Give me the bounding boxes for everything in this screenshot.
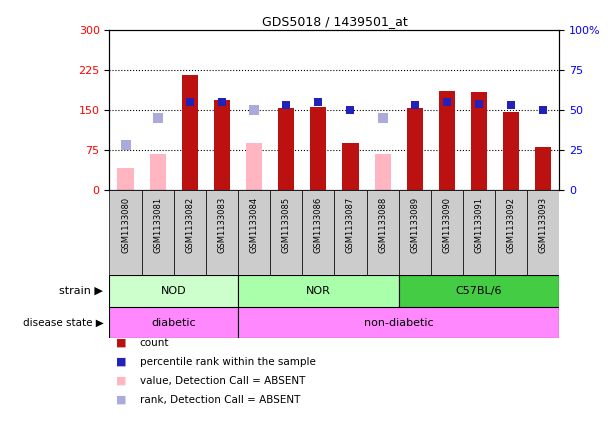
Title: GDS5018 / 1439501_at: GDS5018 / 1439501_at bbox=[261, 16, 407, 28]
Bar bbox=[375, 154, 391, 190]
Text: NOD: NOD bbox=[161, 286, 187, 296]
Text: GSM1133084: GSM1133084 bbox=[249, 197, 258, 253]
Text: non-diabetic: non-diabetic bbox=[364, 318, 434, 327]
Bar bbox=[109, 275, 238, 307]
Text: rank, Detection Call = ABSENT: rank, Detection Call = ABSENT bbox=[140, 395, 300, 405]
Bar bbox=[150, 154, 165, 190]
Bar bbox=[527, 190, 559, 275]
Text: strain ▶: strain ▶ bbox=[60, 286, 103, 296]
Bar bbox=[206, 190, 238, 275]
Bar bbox=[238, 307, 559, 338]
Bar bbox=[182, 75, 198, 190]
Bar bbox=[174, 190, 206, 275]
Bar bbox=[503, 112, 519, 190]
Text: GSM1133085: GSM1133085 bbox=[282, 197, 291, 253]
Bar bbox=[399, 190, 431, 275]
Text: disease state ▶: disease state ▶ bbox=[22, 318, 103, 327]
Bar bbox=[495, 190, 527, 275]
Bar bbox=[367, 190, 399, 275]
Bar bbox=[142, 190, 174, 275]
Text: GSM1133087: GSM1133087 bbox=[346, 197, 355, 253]
Text: GSM1133089: GSM1133089 bbox=[410, 197, 420, 253]
Bar bbox=[535, 148, 551, 190]
Text: GSM1133090: GSM1133090 bbox=[443, 197, 451, 253]
Bar bbox=[109, 307, 238, 338]
Text: GSM1133081: GSM1133081 bbox=[153, 197, 162, 253]
Text: NOR: NOR bbox=[306, 286, 331, 296]
Text: GSM1133080: GSM1133080 bbox=[121, 197, 130, 253]
Text: diabetic: diabetic bbox=[151, 318, 196, 327]
Text: ■: ■ bbox=[116, 376, 126, 386]
Text: C57BL/6: C57BL/6 bbox=[456, 286, 502, 296]
Bar bbox=[399, 275, 559, 307]
Bar bbox=[407, 108, 423, 190]
Text: GSM1133082: GSM1133082 bbox=[185, 197, 195, 253]
Bar bbox=[270, 190, 302, 275]
Text: ■: ■ bbox=[116, 338, 126, 348]
Bar bbox=[439, 91, 455, 190]
Bar bbox=[431, 190, 463, 275]
Text: GSM1133088: GSM1133088 bbox=[378, 197, 387, 253]
Text: GSM1133083: GSM1133083 bbox=[218, 197, 226, 253]
Text: GSM1133093: GSM1133093 bbox=[539, 197, 548, 253]
Bar bbox=[334, 190, 367, 275]
Bar bbox=[109, 190, 142, 275]
Text: value, Detection Call = ABSENT: value, Detection Call = ABSENT bbox=[140, 376, 305, 386]
Bar bbox=[342, 143, 359, 190]
Bar bbox=[278, 108, 294, 190]
Text: GSM1133092: GSM1133092 bbox=[506, 197, 516, 253]
Bar bbox=[471, 92, 487, 190]
Text: GSM1133091: GSM1133091 bbox=[474, 197, 483, 253]
Text: ■: ■ bbox=[116, 357, 126, 367]
Bar bbox=[117, 168, 134, 190]
Text: GSM1133086: GSM1133086 bbox=[314, 197, 323, 253]
Bar bbox=[246, 143, 262, 190]
Text: count: count bbox=[140, 338, 170, 348]
Bar bbox=[214, 100, 230, 190]
Bar bbox=[302, 190, 334, 275]
Text: ■: ■ bbox=[116, 395, 126, 405]
Bar bbox=[310, 107, 326, 190]
Bar bbox=[238, 275, 399, 307]
Text: percentile rank within the sample: percentile rank within the sample bbox=[140, 357, 316, 367]
Bar bbox=[238, 190, 270, 275]
Bar bbox=[463, 190, 495, 275]
